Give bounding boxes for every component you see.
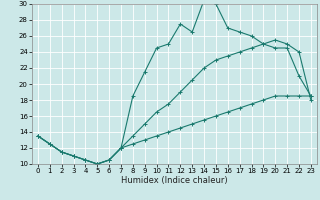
X-axis label: Humidex (Indice chaleur): Humidex (Indice chaleur) [121,176,228,185]
